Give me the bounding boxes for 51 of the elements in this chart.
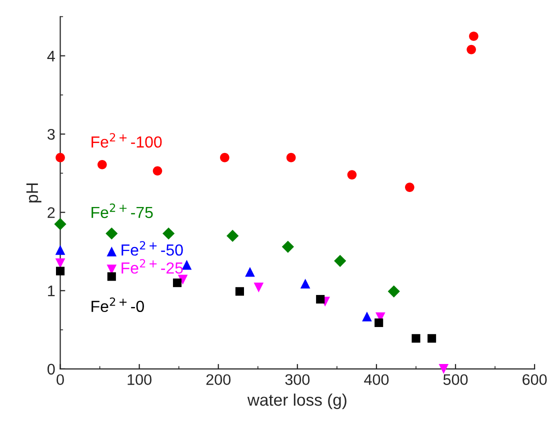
point	[98, 160, 107, 170]
point	[172, 278, 182, 288]
point	[56, 152, 65, 162]
series-label: Fe$^{2+}$-100	[92, 133, 162, 148]
point	[286, 152, 296, 162]
point	[388, 285, 400, 298]
series-label: Fe$^{2+}$-25	[122, 259, 183, 274]
point	[220, 152, 230, 162]
point	[107, 272, 116, 281]
point	[55, 258, 66, 268]
point	[438, 364, 449, 374]
x-axis-title: water loss (g)	[247, 394, 346, 410]
point	[162, 227, 175, 240]
point	[235, 287, 244, 296]
y-tick-label: 4	[47, 50, 55, 62]
point	[428, 334, 436, 343]
point	[469, 32, 478, 41]
point	[54, 218, 66, 230]
point	[466, 44, 476, 54]
point	[226, 230, 239, 242]
series-label: Fe$^{2+}$-50	[122, 241, 183, 256]
point	[412, 334, 420, 343]
point	[254, 282, 264, 292]
point	[300, 278, 310, 289]
x-tick-label: 300	[285, 374, 310, 386]
y-tick-label: 0	[48, 364, 55, 375]
y-tick-label: 1	[48, 286, 55, 296]
point	[55, 245, 66, 255]
point	[405, 182, 414, 192]
point	[316, 294, 325, 304]
x-tick-label: 400	[364, 374, 389, 386]
point	[347, 170, 357, 180]
x-tick-label: 0	[56, 374, 64, 386]
x-tick-label: 100	[128, 374, 152, 386]
point	[282, 240, 294, 253]
point	[106, 227, 118, 240]
series-label: Fe$^{2+}$-0	[92, 297, 144, 312]
point	[56, 266, 65, 276]
series-label: Fe$^{2+}$-75	[92, 204, 153, 218]
point	[374, 318, 384, 328]
point	[245, 266, 255, 277]
point	[152, 166, 162, 176]
x-tick-label: 500	[443, 374, 468, 386]
x-tick-label: 200	[206, 374, 231, 386]
point	[106, 246, 117, 256]
point	[334, 254, 346, 267]
point	[362, 312, 372, 322]
y-axis-title: pH	[26, 183, 42, 202]
x-tick-label: 600	[522, 374, 547, 386]
y-tick-label: 2	[48, 207, 55, 218]
y-tick-label: 3	[47, 128, 55, 140]
